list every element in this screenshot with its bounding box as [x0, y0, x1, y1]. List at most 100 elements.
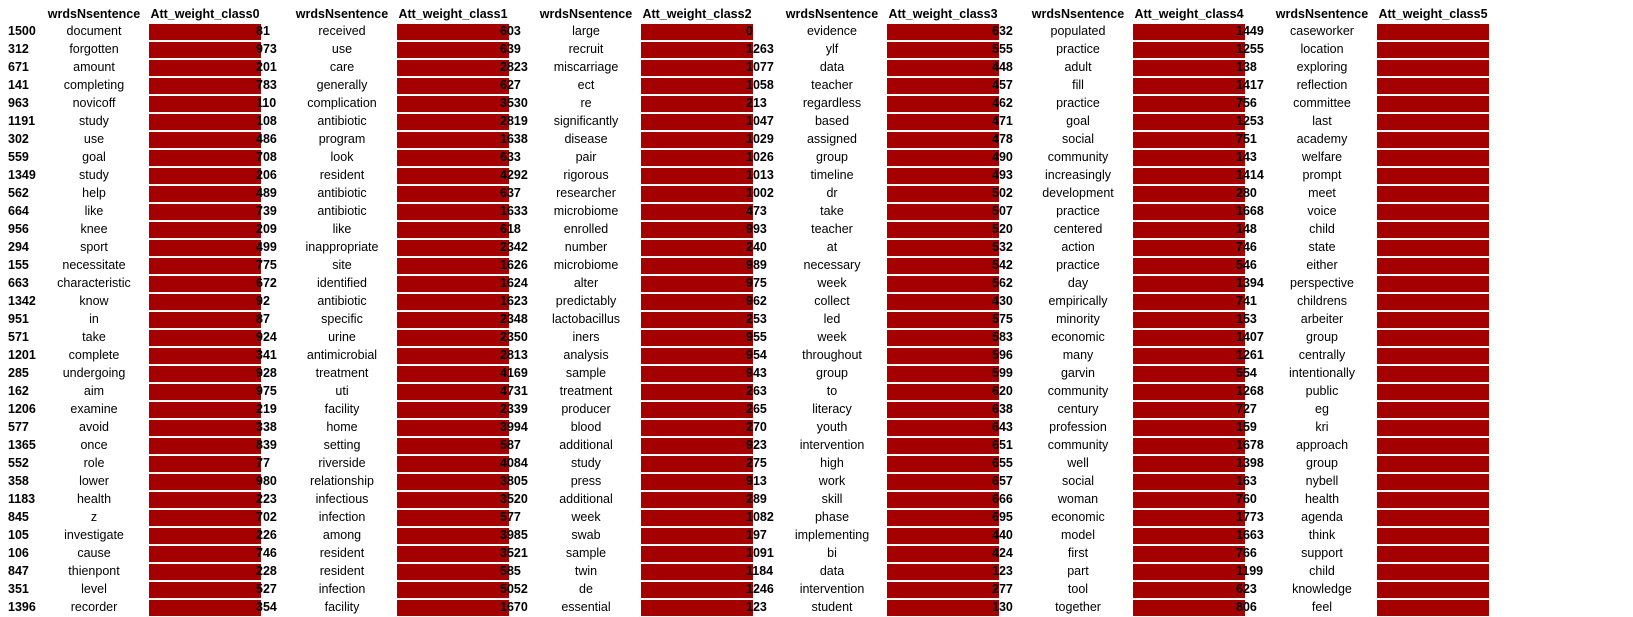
table-row: 695 economic	[990, 508, 1247, 527]
word-cell: either	[1306, 258, 1338, 272]
word-cell: antibiotic	[317, 186, 367, 200]
word-cell: infectious	[315, 492, 369, 506]
word-cell: data	[819, 60, 845, 74]
table-row: 263 to	[744, 382, 1001, 401]
word-cell: site	[332, 258, 352, 272]
attention-weight-bar	[1133, 474, 1245, 490]
table-row: 559 goal	[6, 148, 263, 167]
row-index: 766	[1236, 546, 1257, 560]
table-row: 341 antimicrobial	[254, 346, 511, 365]
word-cell: group	[1306, 330, 1338, 344]
table-row: 277 tool	[990, 580, 1247, 599]
row-index: 289	[746, 492, 767, 506]
index-header	[254, 6, 289, 23]
attention-bar-cell	[1375, 382, 1491, 401]
word-cell: riverside	[318, 456, 366, 470]
attention-bar-cell	[395, 112, 511, 131]
word-cell: dr	[826, 186, 838, 200]
word-cell: minority	[1056, 312, 1100, 326]
attention-bar-cell	[885, 472, 1001, 491]
header-row: wrdsNsentence Att_weight_class2	[498, 6, 755, 23]
word-cell: child	[1309, 564, 1335, 578]
row-index: 575	[992, 312, 1013, 326]
word-cell: in	[89, 312, 99, 326]
attention-bar-cell	[885, 166, 1001, 185]
word-cell: recorder	[70, 600, 118, 614]
word-cell: uti	[335, 384, 349, 398]
row-index: 955	[746, 330, 767, 344]
row-index: 275	[746, 456, 767, 470]
row-index: 358	[8, 474, 29, 488]
row-index: 1638	[500, 132, 528, 146]
weights-table: wrdsNsentence Att_weight_class5 1449 casewo…	[1234, 6, 1491, 617]
word-cell: specific	[321, 312, 363, 326]
attention-weight-bar	[641, 492, 753, 508]
header-row: wrdsNsentence Att_weight_class3	[744, 6, 1001, 23]
table-row: 555 practice	[990, 40, 1247, 59]
word-cell: agenda	[1301, 510, 1343, 524]
attention-weight-bar	[887, 258, 999, 274]
attention-weight-bar	[887, 600, 999, 616]
table-row: 141 completing	[6, 76, 263, 95]
table-row: 489 antibiotic	[254, 184, 511, 203]
attention-weight-bar	[1377, 330, 1489, 346]
attention-bar-cell	[395, 490, 511, 509]
attention-bar-cell	[1131, 58, 1247, 77]
attention-weight-bar	[149, 528, 261, 544]
row-index: 746	[1236, 240, 1257, 254]
table-row: 1253 last	[1234, 112, 1491, 131]
row-index: 1206	[8, 402, 36, 416]
table-row: 806 feel	[1234, 598, 1491, 617]
table-row: 585 twin	[498, 562, 755, 581]
attention-weight-bar	[1377, 294, 1489, 310]
attention-bar-cell	[639, 148, 755, 167]
table-row: 3985 swab	[498, 526, 755, 545]
attention-weight-bar	[397, 42, 509, 58]
attention-weight-bar	[397, 546, 509, 562]
attention-bar-cell	[147, 76, 263, 95]
attention-bar-cell	[885, 454, 1001, 473]
attention-weight-bar	[397, 456, 509, 472]
word-cell: feel	[1311, 600, 1333, 614]
attention-weight-bar	[149, 96, 261, 112]
table-row: 672 identified	[254, 274, 511, 293]
word-cell: role	[83, 456, 105, 470]
table-row: 1082 phase	[744, 508, 1001, 527]
attention-bar-cell	[395, 454, 511, 473]
word-cell: approach	[1295, 438, 1349, 452]
attention-weight-bar	[887, 402, 999, 418]
table-row: 493 increasingly	[990, 166, 1247, 185]
row-index: 105	[8, 528, 29, 542]
attention-weight-bar	[641, 258, 753, 274]
attention-weight-bar	[1377, 312, 1489, 328]
row-index: 1201	[8, 348, 36, 362]
attention-bar-cell	[1131, 202, 1247, 221]
row-index: 240	[746, 240, 767, 254]
attention-weight-bar	[1377, 168, 1489, 184]
attention-weight-bar	[149, 222, 261, 238]
table-row: 1773 agenda	[1234, 508, 1491, 527]
attention-weight-bar	[1377, 492, 1489, 508]
attention-bar-cell	[1375, 400, 1491, 419]
attention-weight-bar	[149, 132, 261, 148]
attention-column-header: Att_weight_class1	[398, 7, 508, 21]
row-index: 228	[256, 564, 277, 578]
attention-weight-bar	[397, 600, 509, 616]
attention-weight-bar	[887, 78, 999, 94]
table-row: 756 committee	[1234, 94, 1491, 113]
row-index: 312	[8, 42, 29, 56]
attention-bar-cell	[1131, 346, 1247, 365]
header-row: wrdsNsentence Att_weight_class1	[254, 6, 511, 23]
attention-weight-bar	[149, 276, 261, 292]
word-cell: home	[326, 420, 358, 434]
word-cell: avoid	[79, 420, 109, 434]
attention-weight-bar	[1133, 276, 1245, 292]
row-index: 4084	[500, 456, 528, 470]
word-cell: many	[1062, 348, 1094, 362]
table-row: 143 welfare	[1234, 148, 1491, 167]
attention-weight-bar	[1133, 78, 1245, 94]
attention-weight-bar	[397, 564, 509, 580]
attention-bar-cell	[395, 256, 511, 275]
word-cell: based	[814, 114, 850, 128]
attention-weight-bar	[149, 24, 261, 40]
